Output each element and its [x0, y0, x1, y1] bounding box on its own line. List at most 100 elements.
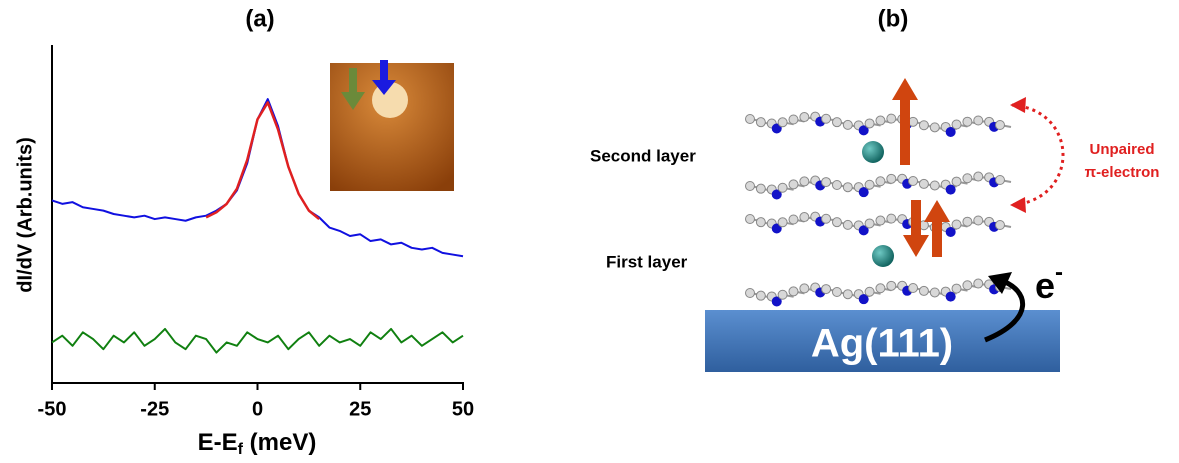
carbon-atom: [929, 180, 940, 191]
blue-arrow: [372, 60, 396, 95]
nitrogen-atom: [771, 296, 782, 307]
pi-electron-label: π-electron: [1085, 164, 1160, 181]
carbon-atom: [973, 215, 984, 226]
carbon-atom: [821, 113, 832, 124]
carbon-atom: [864, 286, 875, 297]
carbon-atom: [973, 278, 984, 289]
electron-arrow: [984, 277, 1026, 343]
x-tick-label: -50: [38, 398, 67, 420]
first-layer-label: First layer: [606, 252, 688, 271]
nitrogen-atom: [771, 189, 782, 200]
carbon-atom: [788, 286, 799, 297]
carbon-atom: [962, 216, 973, 227]
metal-atom: [872, 245, 894, 267]
series-line: [205, 101, 320, 221]
carbon-atom: [745, 288, 755, 298]
carbon-atom: [777, 182, 788, 193]
carbon-atom: [962, 116, 973, 127]
carbon-atom: [755, 217, 766, 228]
carbon-atom: [745, 181, 755, 191]
nitrogen-atom: [945, 226, 956, 237]
arc-head-top: [1010, 97, 1026, 113]
carbon-atom: [864, 118, 875, 129]
carbon-atom: [875, 283, 886, 294]
carbon-atom: [929, 122, 940, 133]
carbon-atom: [886, 213, 897, 224]
nitrogen-atom: [945, 184, 956, 195]
x-tick-label: -25: [140, 398, 169, 420]
carbon-atom: [908, 283, 919, 294]
stm-inset: [330, 60, 454, 191]
carbon-atom: [842, 289, 853, 300]
carbon-atom: [951, 119, 962, 130]
x-label-main: E-E: [198, 429, 238, 456]
carbon-atom: [821, 177, 832, 188]
carbon-atom: [831, 179, 842, 190]
carbon-atom: [755, 290, 766, 301]
carbon-atom: [788, 179, 799, 190]
nitrogen-atom: [858, 294, 869, 305]
carbon-atom: [951, 219, 962, 230]
nitrogen-atom: [858, 225, 869, 236]
carbon-atom: [821, 284, 832, 295]
carbon-atom: [864, 218, 875, 229]
x-tick-label: 0: [252, 398, 263, 420]
panel-a-title: (a): [245, 5, 274, 32]
carbon-atom: [788, 214, 799, 225]
arc-head-bottom: [1010, 197, 1026, 213]
carbon-atom: [962, 280, 973, 291]
carbon-atom: [755, 117, 766, 128]
green-arrow: [341, 68, 365, 110]
carbon-atom: [875, 215, 886, 226]
nitrogen-atom: [771, 123, 782, 134]
carbon-atom: [875, 115, 886, 126]
carbon-atom: [864, 179, 875, 190]
y-axis-label: dI/dV (Arb.units): [14, 137, 36, 293]
carbon-atom: [886, 113, 897, 124]
carbon-atom: [745, 114, 755, 124]
carbon-atom: [995, 120, 1005, 130]
second-layer-label: Second layer: [590, 146, 696, 165]
molecule-stack: [745, 78, 1012, 307]
carbon-atom: [799, 212, 810, 223]
unpaired-label: Unpaired: [1089, 141, 1154, 158]
carbon-atom: [788, 114, 799, 125]
x-tick-label: 25: [349, 398, 371, 420]
electron-arrow-head: [988, 272, 1012, 294]
carbon-atom: [777, 289, 788, 300]
carbon-atom: [951, 283, 962, 294]
carbon-atom: [777, 217, 788, 228]
carbon-atom: [962, 173, 973, 184]
nitrogen-atom: [858, 187, 869, 198]
carbon-atom: [995, 175, 1005, 185]
carbon-atom: [995, 220, 1005, 230]
carbon-atom: [755, 183, 766, 194]
nitrogen-atom: [858, 125, 869, 136]
spin-down: [903, 200, 929, 257]
nitrogen-atom: [945, 126, 956, 137]
carbon-atom: [842, 119, 853, 130]
x-axis-label: E-Ef (meV): [198, 429, 317, 458]
nitrogen-atom: [945, 291, 956, 302]
series-line: [51, 327, 464, 354]
carbon-atom: [821, 213, 832, 224]
carbon-atom: [918, 285, 929, 296]
spin-up-top: [892, 78, 918, 165]
carbon-atom: [973, 171, 984, 182]
unpaired-arc: [1011, 103, 1065, 207]
nitrogen-atom: [771, 223, 782, 234]
electron-symbol: e: [1035, 265, 1055, 306]
carbon-atom: [842, 182, 853, 193]
carbon-atom: [842, 219, 853, 230]
carbon-atom: [831, 286, 842, 297]
carbon-atom: [799, 112, 810, 123]
carbon-atom: [799, 283, 810, 294]
carbon-atom: [908, 176, 919, 187]
spin-up: [924, 200, 950, 257]
substrate-label: Ag(111): [811, 322, 953, 366]
carbon-atom: [886, 280, 897, 291]
carbon-atom: [951, 176, 962, 187]
carbon-atom: [777, 117, 788, 128]
carbon-atom: [918, 178, 929, 189]
